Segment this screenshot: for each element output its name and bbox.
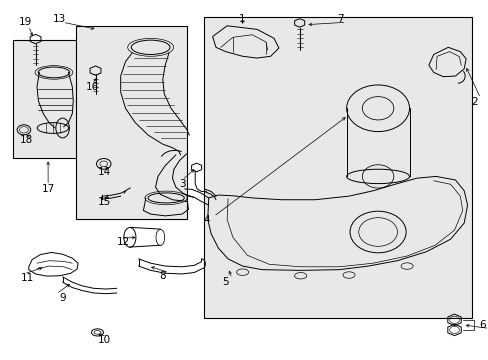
Bar: [76, 26, 186, 220]
Text: 2: 2: [470, 97, 477, 107]
Text: 4: 4: [203, 215, 210, 225]
Text: 8: 8: [159, 271, 165, 281]
Text: 5: 5: [222, 277, 228, 287]
Text: 15: 15: [97, 197, 110, 207]
Text: 9: 9: [59, 293, 66, 303]
Text: 12: 12: [117, 237, 130, 247]
Text: 14: 14: [97, 167, 110, 177]
Text: 11: 11: [20, 273, 34, 283]
Text: 3: 3: [179, 179, 185, 189]
Text: 7: 7: [336, 14, 343, 24]
Text: 10: 10: [97, 334, 110, 345]
Text: 16: 16: [85, 82, 99, 93]
Text: 6: 6: [479, 320, 485, 330]
Text: 19: 19: [19, 17, 32, 27]
Bar: [13, 40, 95, 158]
Text: 17: 17: [41, 184, 55, 194]
Bar: [203, 17, 471, 318]
Text: 18: 18: [20, 135, 33, 145]
Text: 1: 1: [239, 14, 245, 24]
Text: 13: 13: [53, 14, 66, 24]
